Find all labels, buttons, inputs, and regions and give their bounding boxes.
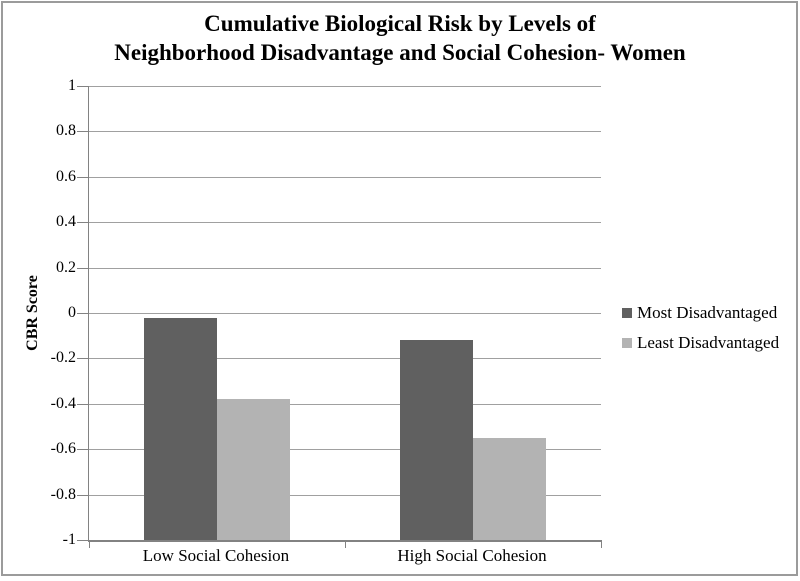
x-axis-label-low-social-cohesion: Low Social Cohesion — [142, 546, 290, 565]
gridline — [89, 177, 601, 178]
legend-swatch — [622, 308, 632, 318]
gridline — [89, 222, 601, 223]
plot-area — [77, 86, 602, 548]
y-tick-label: -0.8 — [50, 486, 76, 503]
y-tick-label: 0.6 — [56, 168, 76, 185]
legend-item-least-disadvantaged: Least Disadvantaged — [622, 328, 779, 358]
y-tick-label: 0.2 — [56, 259, 76, 276]
y-tick-mark — [77, 268, 89, 269]
y-tick-label: 0 — [68, 304, 76, 321]
gridline — [89, 268, 601, 269]
gridline — [89, 404, 601, 405]
x-axis-label-high-social-cohesion: High Social Cohesion — [397, 546, 547, 565]
y-tick-mark — [77, 131, 89, 132]
x-tick-mark — [601, 540, 602, 548]
bar-least-disadvantaged-0 — [217, 399, 290, 540]
legend-item-most-disadvantaged: Most Disadvantaged — [622, 298, 779, 328]
y-tick-mark — [77, 495, 89, 496]
y-tick-mark — [77, 358, 89, 359]
y-tick-mark — [77, 313, 89, 314]
y-tick-label: 0.4 — [56, 213, 76, 230]
gridline — [89, 449, 601, 450]
x-tick-mark — [89, 540, 90, 548]
y-tick-label: -0.6 — [50, 440, 76, 457]
gridline — [89, 495, 601, 496]
y-tick-mark — [77, 449, 89, 450]
legend-label: Most Disadvantaged — [637, 303, 778, 322]
gridline — [89, 131, 601, 132]
bar-most-disadvantaged-1 — [400, 340, 473, 540]
legend-swatch — [622, 338, 632, 348]
y-tick-mark — [77, 86, 89, 87]
y-tick-label: -0.2 — [50, 349, 76, 366]
y-tick-mark — [77, 540, 89, 541]
y-tick-label: 1 — [68, 77, 76, 94]
gridline — [89, 313, 601, 314]
gridline — [89, 358, 601, 359]
y-tick-mark — [77, 404, 89, 405]
legend: Most Disadvantaged Least Disadvantaged — [622, 298, 779, 358]
x-tick-mark — [345, 540, 346, 548]
bar-most-disadvantaged-0 — [144, 317, 217, 540]
chart-title-line-2: Neighborhood Disadvantage and Social Coh… — [114, 40, 686, 65]
gridline — [89, 86, 601, 87]
y-tick-mark — [77, 222, 89, 223]
y-tick-mark — [77, 177, 89, 178]
chart-title: Cumulative Biological Risk by Levels of … — [0, 9, 800, 67]
y-tick-label: 0.8 — [56, 122, 76, 139]
y-tick-label: -0.4 — [50, 395, 76, 412]
y-tick-label: -1 — [62, 531, 76, 548]
legend-label: Least Disadvantaged — [637, 333, 780, 352]
chart-title-line-1: Cumulative Biological Risk by Levels of — [204, 11, 596, 36]
bar-least-disadvantaged-1 — [473, 437, 546, 540]
